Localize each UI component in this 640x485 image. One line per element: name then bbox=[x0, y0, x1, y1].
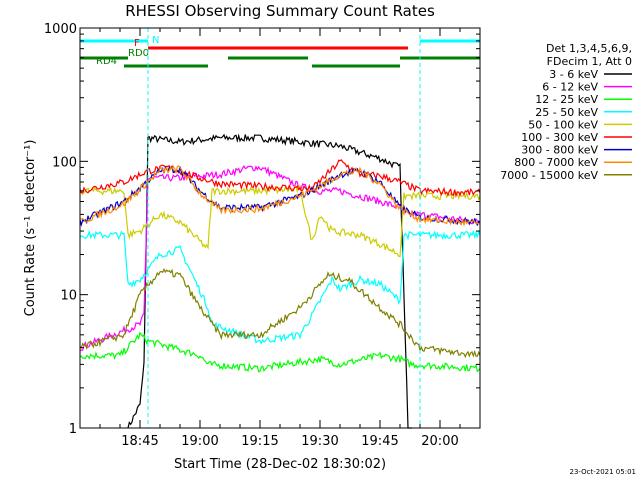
chart-title: RHESSI Observing Summary Count Rates bbox=[125, 2, 435, 20]
flag-label-rd4: RD4 bbox=[96, 56, 117, 67]
x-tick-label: 20:00 bbox=[421, 434, 458, 449]
legend-label-100-300-kev: 100 - 300 keV bbox=[521, 131, 598, 144]
legend-label-800-7000-kev: 800 - 7000 keV bbox=[514, 156, 598, 169]
legend-label-7000-15000-kev: 7000 - 15000 keV bbox=[500, 169, 598, 182]
y-tick-label: 1000 bbox=[44, 22, 77, 37]
series-line-800-7000-kev bbox=[80, 165, 481, 227]
legend-label-300-800-kev: 300 - 800 keV bbox=[521, 144, 598, 157]
y-tick-label: 100 bbox=[52, 155, 77, 170]
flag-label-rd0: RD0 bbox=[128, 48, 149, 59]
y-tick-label: 10 bbox=[60, 289, 77, 304]
legend-label-12-25-kev: 12 - 25 keV bbox=[535, 93, 598, 106]
x-tick-label: 19:30 bbox=[301, 434, 338, 449]
series-line-3-6-kev bbox=[127, 133, 412, 429]
legend-title-line-1: Det 1,3,4,5,6,9, bbox=[546, 42, 632, 55]
flag-label-f: F bbox=[134, 38, 140, 49]
series-line-7000-15000-kev bbox=[79, 267, 481, 359]
x-tick-label: 19:00 bbox=[181, 434, 218, 449]
legend: Det 1,3,4,5,6,9, FDecim 1, Att 0 3 - 6 k… bbox=[500, 42, 632, 182]
series-line-25-50-kev bbox=[79, 229, 481, 345]
x-tick-label: 18:45 bbox=[121, 434, 158, 449]
y-tick-label: 1 bbox=[69, 422, 77, 437]
footer-timestamp: 23-Oct-2021 05:01 bbox=[570, 468, 636, 476]
tick-layer: 18:45 19:00 19:15 19:30 19:45 20:00 1 10 100 1000 bbox=[44, 22, 481, 449]
legend-label-6-12-kev: 6 - 12 keV bbox=[542, 81, 598, 94]
legend-label-3-6-kev: 3 - 6 keV bbox=[549, 68, 598, 81]
x-tick-label: 19:15 bbox=[241, 434, 278, 449]
series-layer bbox=[79, 133, 481, 429]
legend-label-50-100-kev: 50 - 100 keV bbox=[528, 118, 598, 131]
x-tick-label: 19:45 bbox=[361, 434, 398, 449]
flag-label-n: N bbox=[152, 35, 159, 46]
legend-title-line-2: FDecim 1, Att 0 bbox=[547, 55, 632, 68]
series-line-100-300-kev bbox=[79, 159, 481, 198]
legend-label-25-50-kev: 25 - 50 keV bbox=[535, 106, 598, 119]
series-line-12-25-kev bbox=[79, 331, 481, 373]
x-axis-label: Start Time (28-Dec-02 18:30:02) bbox=[174, 457, 386, 472]
series-line-50-100-kev bbox=[79, 184, 481, 258]
y-axis-label: Count Rate (s⁻¹ detector⁻¹) bbox=[23, 140, 38, 317]
